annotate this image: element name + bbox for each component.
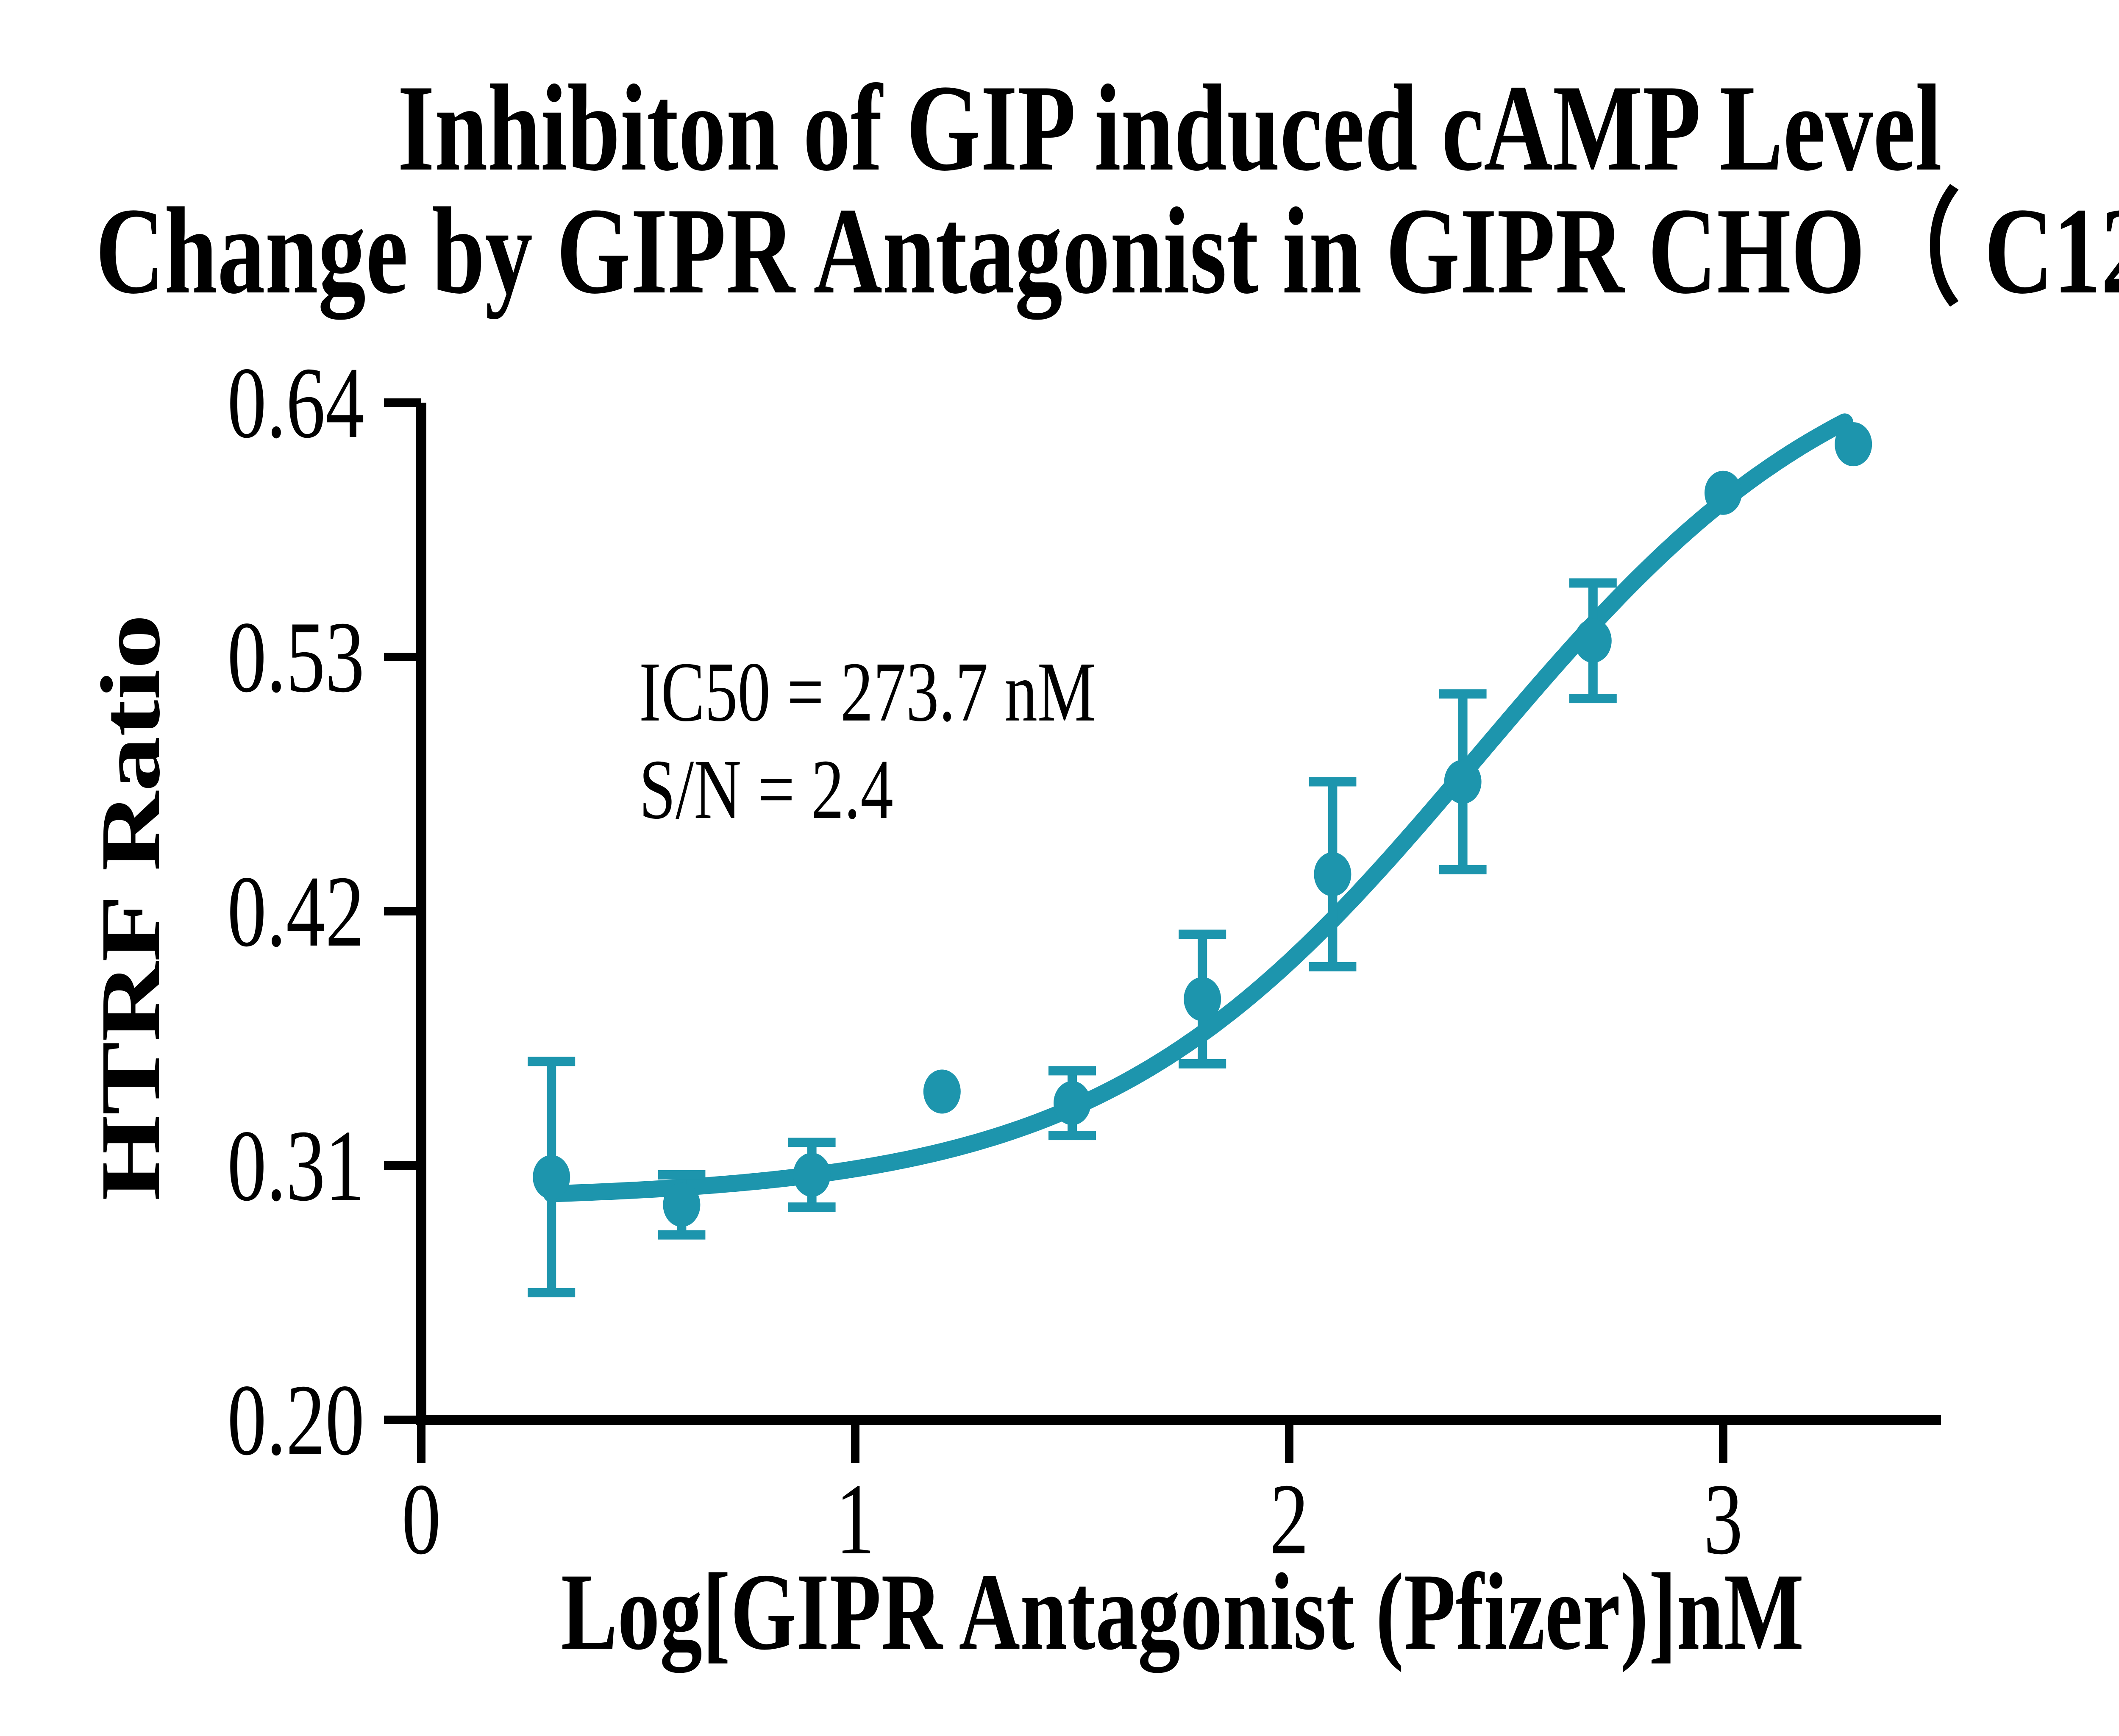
plot-dynamic-layer: 0.20 0.31 0.42 0.53 0.64 0 1 2 3 xyxy=(227,347,1941,1576)
data-point xyxy=(1705,470,1742,515)
data-point xyxy=(1574,618,1612,663)
x-axis-title: Log[GIPR Antagonist (Pfizer)]nM xyxy=(561,1551,1804,1673)
sn-annotation: S/N = 2.4 xyxy=(639,742,893,837)
chart-title-line1: Inhibiton of GIP induced cAMP Level xyxy=(398,59,1942,197)
data-point xyxy=(533,1155,570,1199)
x-tick-label: 3 xyxy=(1704,1463,1743,1576)
y-axis-title: HTRF Ratio xyxy=(83,614,178,1201)
data-point xyxy=(1444,760,1482,804)
chart-title-line2: Change by GIPR Antagonist in GIPR CHO（ C… xyxy=(95,182,2119,321)
y-tick-label: 0.64 xyxy=(227,347,364,459)
y-tick-label: 0.20 xyxy=(227,1364,364,1477)
x-tick-label: 0 xyxy=(402,1463,441,1576)
y-tick-label: 0.42 xyxy=(227,855,364,968)
x-tick-label: 2 xyxy=(1270,1463,1309,1576)
data-point xyxy=(923,1069,961,1114)
x-tick-label: 1 xyxy=(836,1463,875,1576)
data-point xyxy=(1054,1081,1091,1125)
data-point xyxy=(1835,422,1872,467)
data-point xyxy=(1314,852,1351,896)
ic50-annotation: IC50 = 273.7 nM xyxy=(639,645,1096,739)
data-point xyxy=(663,1182,701,1227)
data-point xyxy=(793,1152,831,1197)
y-tick-label: 0.53 xyxy=(227,601,364,714)
data-point xyxy=(1184,977,1221,1021)
y-tick-label: 0.31 xyxy=(227,1110,364,1222)
